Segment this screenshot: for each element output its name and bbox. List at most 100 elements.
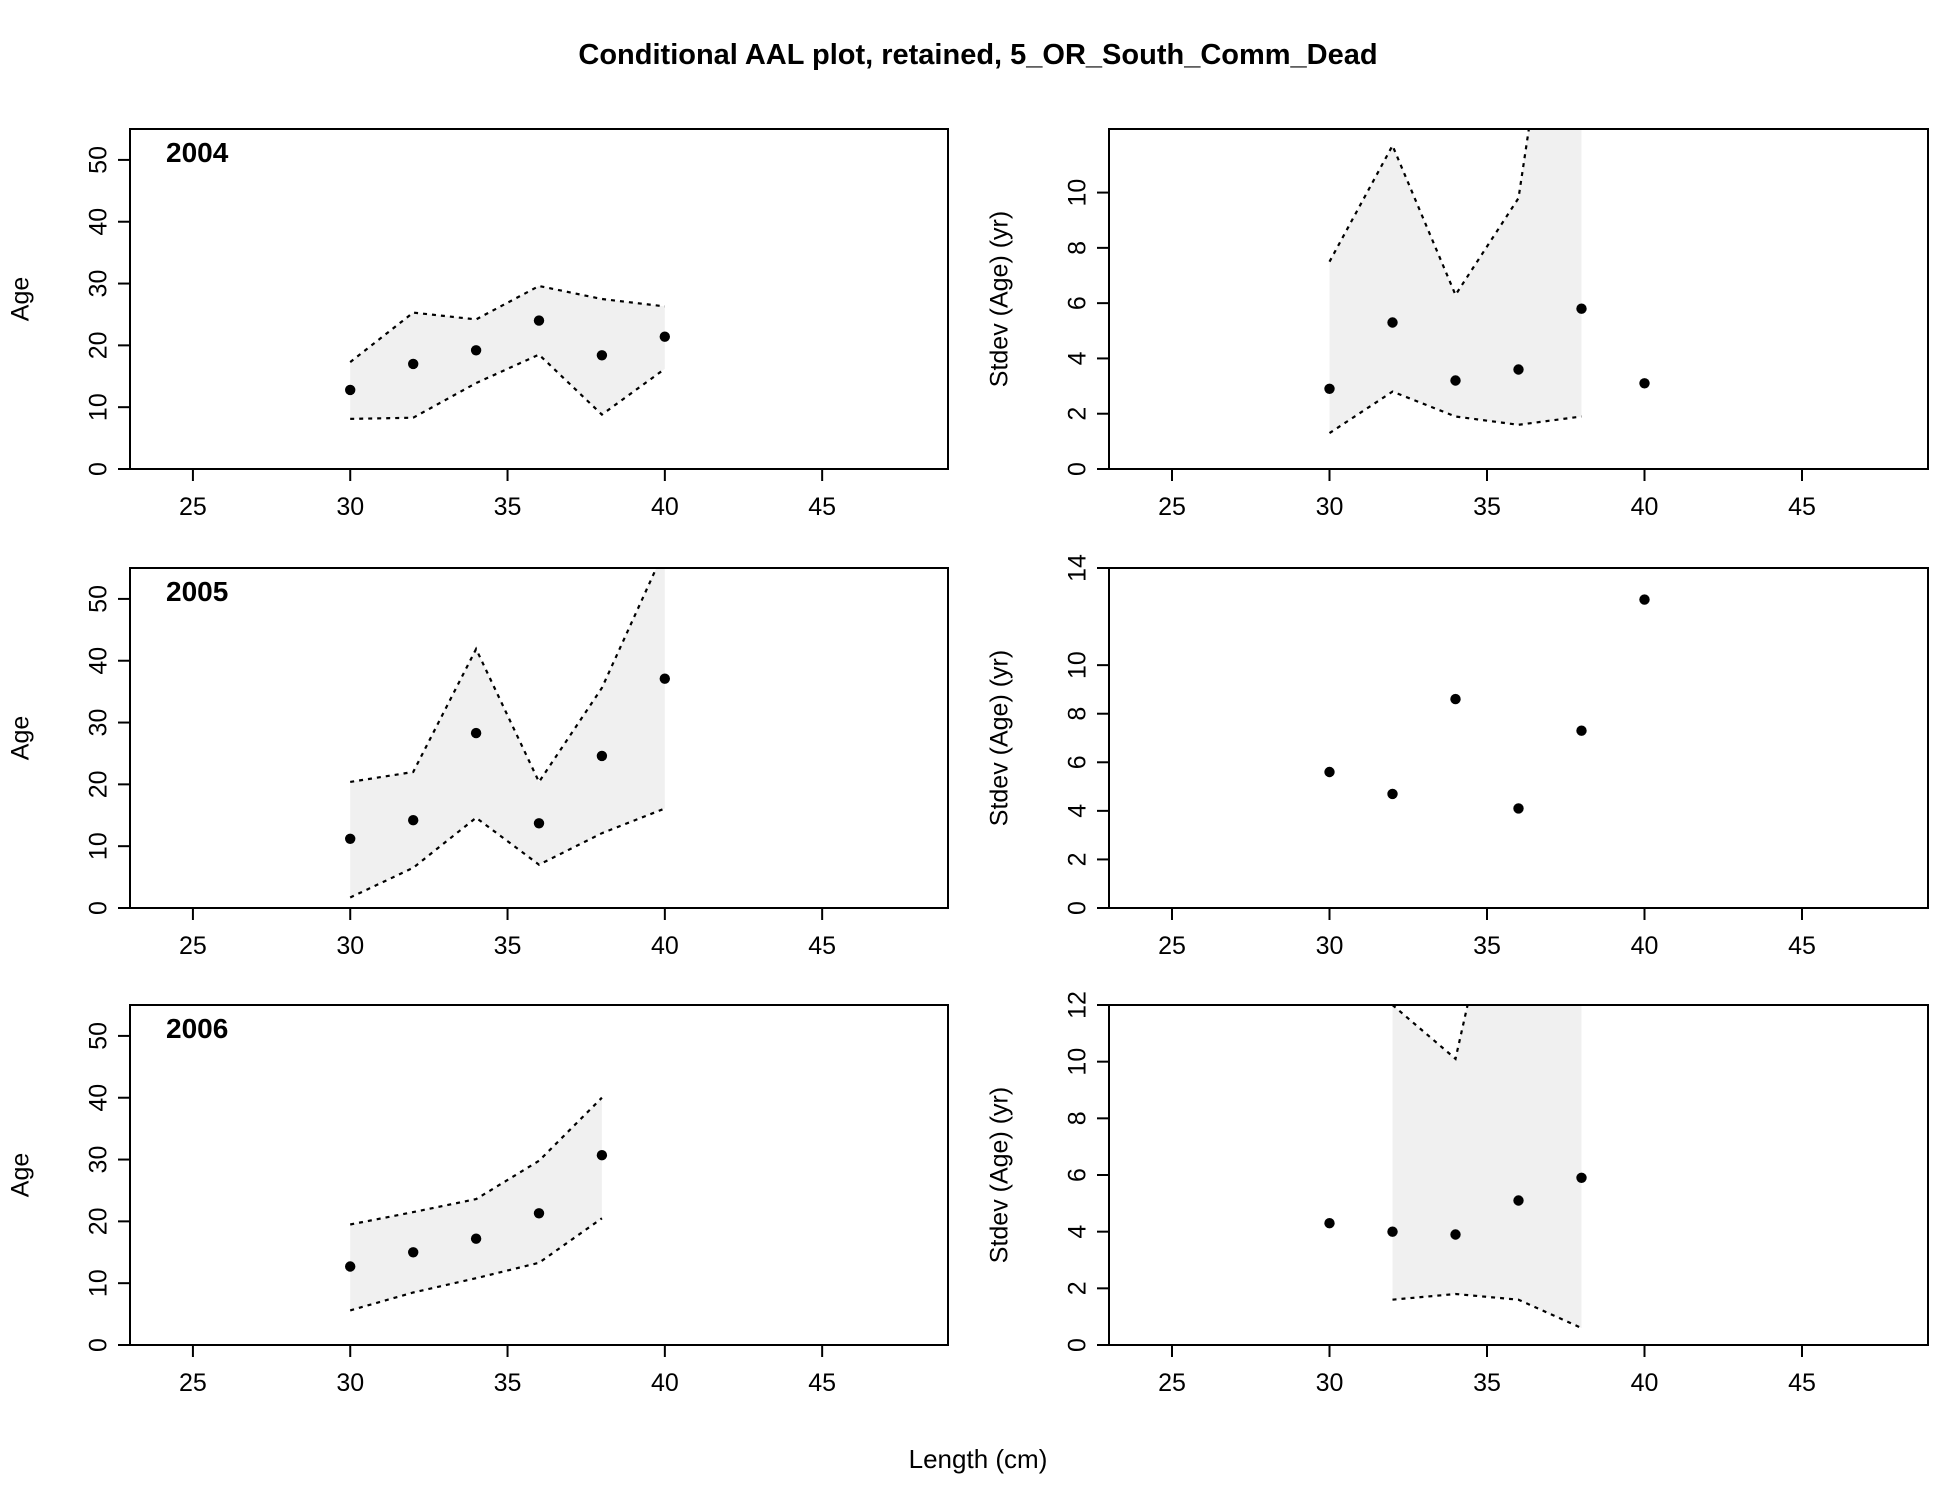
x-tick-label: 40 [1631,1369,1659,1397]
plot-area [1324,129,1650,435]
band-upper-line [349,284,665,363]
y-tick-label: 8 [1064,241,1092,255]
data-point [1387,788,1398,800]
data-point [659,331,670,342]
y-tick-label: 2 [1064,1281,1092,1295]
x-axis: 25 30 35 40 45 [1158,1344,1816,1397]
x-tick-label: 30 [1316,932,1344,960]
data-point [345,384,356,396]
y-tick-label: 6 [1064,1168,1092,1182]
panel-stdev-2006: 25 30 35 40 45 0 2 4 6 8 10 12 Stdev (Age) (yr) [986,991,1929,1397]
band-upper-line [349,1096,603,1226]
plot-area [1324,594,1650,814]
data-point [470,1233,482,1244]
x-tick-label: 25 [179,493,207,521]
y-tick-label: 0 [85,1338,113,1352]
panel-year-label: 2005 [166,576,228,607]
y-tick-label: 50 [85,146,113,174]
x-tick-label: 40 [651,932,679,960]
plot-area [345,284,670,420]
data-point [470,727,482,739]
data-point [1450,375,1461,386]
confidence-band [350,568,665,898]
y-tick-label: 10 [85,393,113,421]
y-axis: 0 10 20 30 40 50 [85,585,131,915]
y-tick-label: 8 [1064,1111,1092,1125]
panel-stdev-2004: 25 30 35 40 45 0 2 4 6 8 10 Stdev (Age) (yr) [986,128,1929,521]
y-tick-label: 0 [1064,901,1092,915]
data-point [596,350,608,361]
panel-year-label: 2006 [166,1013,228,1044]
data-point [408,815,419,826]
y-tick-label: 0 [1064,462,1092,476]
confidence-band [350,286,665,419]
y-tick-label: 4 [1064,351,1092,365]
y-axis: 0 2 4 6 8 10 14 [1064,554,1110,915]
y-tick-label: 40 [85,647,113,675]
data-point [1576,303,1587,314]
plot-frame [1108,567,1929,909]
y-axis-title: Stdev (Age) (yr) [986,1087,1014,1263]
y-tick-label: 20 [85,331,113,359]
x-axis: 25 30 35 40 45 [179,468,836,521]
panel-stdev-2005: 25 30 35 40 45 0 2 4 6 8 10 14 Stdev (Age) (yr) [986,554,1929,960]
x-tick-label: 25 [1158,932,1186,960]
y-tick-label: 8 [1064,707,1092,721]
y-tick-label: 0 [85,462,113,476]
panel-year-label: 2004 [166,137,229,168]
x-tick-label: 25 [1158,1369,1186,1397]
data-point [408,1247,419,1258]
data-point [1576,1172,1587,1184]
x-tick-label: 35 [1473,932,1501,960]
x-tick-label: 35 [494,493,522,521]
data-point [1450,1229,1461,1240]
x-tick-label: 40 [651,1369,679,1397]
x-axis: 25 30 35 40 45 [1158,468,1816,521]
panel-age-2006: 25 30 35 40 45 0 10 20 30 40 50 Age 2006 [7,1004,949,1397]
data-point [1324,1218,1335,1229]
confidence-band [1329,129,1582,434]
y-tick-label: 50 [85,585,113,613]
x-axis: 25 30 35 40 45 [179,907,836,960]
y-tick-label: 2 [1064,407,1092,421]
data-point [345,1261,356,1272]
band-upper-line [350,568,658,785]
data-point [1387,1226,1398,1237]
y-axis: 0 2 4 6 8 10 [1064,179,1110,476]
data-point [1513,364,1524,375]
x-tick-label: 30 [1316,1369,1344,1397]
figure-title: Conditional AAL plot, retained, 5_OR_Sou… [578,39,1377,71]
band-lower-line [1328,390,1582,435]
plot-area [345,1096,608,1312]
data-point [659,673,670,684]
x-tick-label: 45 [1788,932,1816,960]
data-point [1513,1195,1524,1206]
x-tick-label: 40 [1631,932,1659,960]
y-tick-label: 30 [85,1146,113,1174]
data-point [1450,693,1461,705]
y-tick-label: 50 [85,1022,113,1050]
data-point [1324,766,1335,778]
y-tick-label: 30 [85,270,113,298]
y-tick-label: 20 [85,1207,113,1235]
data-point [1387,317,1398,328]
y-axis-title: Stdev (Age) (yr) [986,211,1014,387]
y-axis-title: Age [7,716,35,760]
x-tick-label: 35 [494,1369,522,1397]
y-tick-label: 10 [1064,1048,1092,1076]
x-tick-label: 45 [1788,1369,1816,1397]
y-axis-title: Stdev (Age) (yr) [986,650,1014,826]
data-point [596,1150,608,1161]
band-lower-line [349,807,666,899]
data-point [596,750,608,762]
x-axis: 25 30 35 40 45 [1158,907,1816,960]
panel-age-2005: 25 30 35 40 45 0 10 20 30 40 50 Age 2005 [7,567,949,960]
x-tick-label: 30 [336,493,364,521]
data-point [408,358,419,370]
x-tick-label: 35 [1473,1369,1501,1397]
data-point [345,833,356,844]
y-tick-label: 10 [85,832,113,860]
x-tick-label: 25 [179,1369,207,1397]
data-point [533,1208,545,1219]
